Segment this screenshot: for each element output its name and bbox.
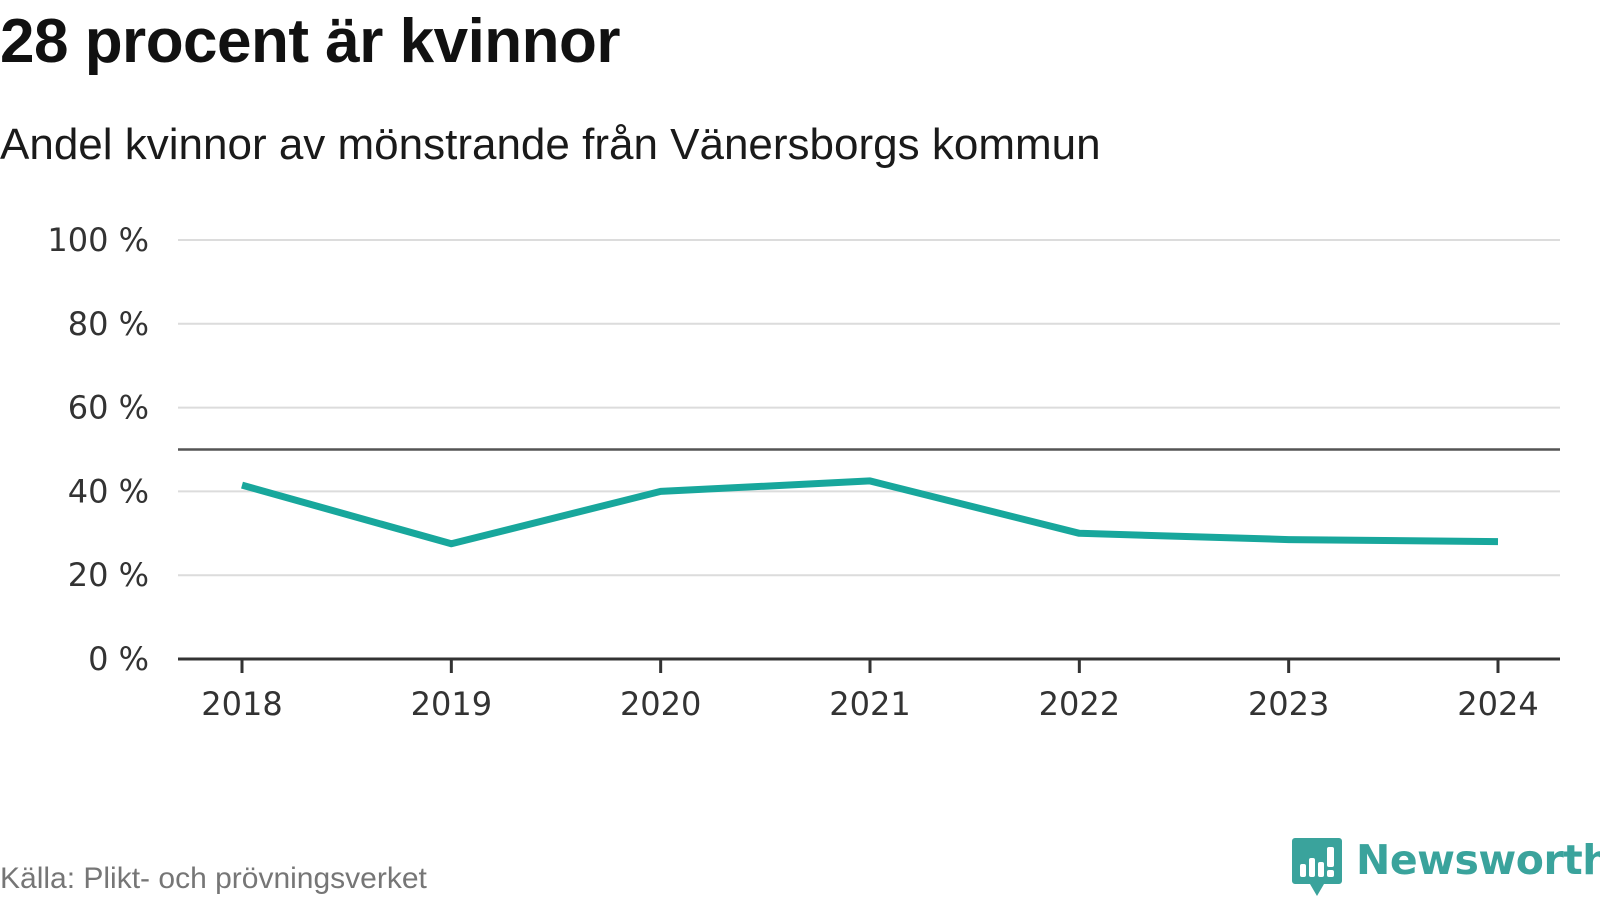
x-tick-label: 2024	[1457, 685, 1538, 723]
x-tick-label: 2019	[411, 685, 492, 723]
brand-name: Newsworthy	[1356, 836, 1600, 884]
y-tick-label: 20 %	[68, 556, 149, 594]
series-line	[241, 477, 1499, 548]
y-tick-label: 40 %	[68, 472, 149, 510]
y-tick-label: 80 %	[68, 305, 149, 343]
y-tick-label: 60 %	[68, 389, 149, 427]
y-tick-label: 100 %	[47, 221, 149, 259]
x-tick-label: 2018	[201, 685, 282, 723]
x-tick-label: 2023	[1248, 685, 1329, 723]
x-tick-label: 2021	[829, 685, 910, 723]
newsworthy-logo-icon	[1292, 838, 1342, 896]
x-axis-tick-labels: 2018 2019 2020 2021 2022 2023 2024	[201, 685, 1538, 723]
brand-logo-group[interactable]: Newsworthy	[1292, 836, 1600, 900]
x-tick-label: 2022	[1039, 685, 1120, 723]
source-note: Källa: Plikt- och prövningsverket	[0, 862, 427, 895]
chart-title: 28 procent är kvinnor	[0, 7, 621, 76]
gridlines	[178, 239, 1560, 577]
x-tick-label: 2020	[620, 685, 701, 723]
y-axis-tick-labels: 0 % 20 % 40 % 60 % 80 % 100 %	[47, 221, 149, 678]
y-tick-label: 0 %	[88, 640, 149, 678]
chart-subtitle: Andel kvinnor av mönstrande från Vänersb…	[0, 120, 1101, 169]
series-group	[241, 477, 1499, 548]
x-axis	[178, 657, 1560, 673]
